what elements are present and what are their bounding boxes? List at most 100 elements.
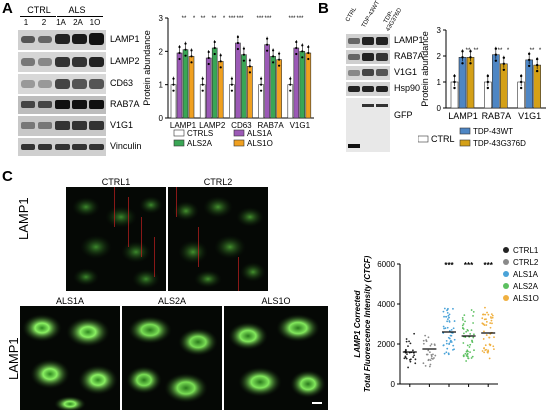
data-point	[484, 306, 486, 309]
data-point	[407, 366, 409, 369]
data-point	[236, 35, 239, 39]
data-point	[471, 355, 474, 358]
data-point	[489, 322, 492, 324]
data-point	[230, 89, 233, 92]
data-point	[236, 47, 239, 51]
blot-label-b-rab7a: RAB7A	[394, 51, 424, 61]
data-point	[446, 347, 449, 350]
y-tick-label: 4000	[377, 300, 395, 309]
significance-label: ***	[236, 16, 244, 22]
data-point	[307, 45, 310, 49]
data-point	[472, 311, 475, 313]
data-point	[409, 358, 412, 361]
scale-bar	[312, 402, 322, 404]
data-point	[453, 348, 455, 351]
blot-label-cd63: CD63	[110, 78, 134, 88]
y-axis-label: Protein abundance	[420, 31, 430, 107]
data-point	[443, 307, 446, 310]
data-point	[502, 62, 506, 65]
data-point	[468, 346, 471, 348]
data-point	[466, 349, 469, 352]
data-point	[470, 329, 473, 332]
data-point	[446, 326, 449, 329]
data-point	[429, 363, 432, 366]
bar	[270, 56, 276, 119]
data-point	[272, 49, 275, 52]
data-point	[295, 52, 298, 56]
bar	[247, 66, 253, 119]
image-title-als1a: ALS1A	[55, 296, 85, 306]
lane-labels-b: CTRL TDP-43WT TDP-43G376D	[345, 0, 415, 34]
x-tick-label: LAMP1	[448, 111, 478, 121]
data-point	[442, 325, 445, 328]
data-point	[519, 86, 523, 90]
y-axis-label: LAMP1 Corrected	[353, 289, 362, 357]
data-point	[461, 324, 464, 327]
x-tick-label: V1G1	[290, 121, 311, 130]
y-tick-label: 6000	[377, 260, 395, 269]
data-point	[412, 356, 415, 358]
data-point	[445, 342, 448, 345]
data-point	[213, 46, 216, 50]
data-point	[442, 344, 445, 347]
data-point	[465, 360, 468, 362]
data-point	[230, 83, 233, 86]
data-point	[535, 63, 539, 67]
data-point	[464, 352, 467, 355]
data-point	[486, 80, 490, 84]
bar	[188, 56, 195, 119]
micrograph-als1a-cells	[22, 314, 118, 410]
data-point	[461, 62, 464, 65]
data-point	[448, 330, 451, 332]
data-point	[453, 338, 456, 341]
significance-label: *	[193, 16, 196, 22]
data-point	[461, 50, 464, 53]
data-point	[248, 65, 251, 68]
data-point	[178, 45, 181, 49]
blot-stack-a	[18, 30, 106, 156]
data-point	[207, 56, 210, 60]
data-point	[484, 344, 487, 347]
micrograph-ctrl2	[168, 187, 268, 291]
data-point	[519, 80, 523, 84]
data-point	[184, 42, 187, 45]
data-point	[278, 58, 281, 61]
blot-label-b-gfp: GFP	[394, 110, 413, 120]
data-point	[447, 314, 450, 317]
data-point	[207, 62, 210, 66]
data-point	[483, 330, 485, 333]
bar	[264, 44, 270, 119]
data-point	[481, 317, 484, 320]
legend-swatch	[459, 127, 471, 135]
x-tick-label: LAMP1	[170, 121, 197, 130]
data-point	[219, 60, 222, 63]
data-point	[446, 311, 449, 314]
data-point	[178, 57, 181, 61]
bar	[205, 57, 212, 119]
legend-label: ALS2A	[187, 139, 213, 148]
y-tick-label: 0	[159, 114, 164, 123]
data-point	[427, 349, 430, 352]
data-point	[471, 340, 473, 343]
data-point	[491, 316, 494, 319]
data-point	[463, 314, 466, 317]
significance-label: **	[530, 48, 535, 54]
data-point	[493, 336, 495, 339]
bar	[176, 52, 183, 119]
image-title-als2a: ALS2A	[157, 296, 187, 306]
y-tick-label: 2	[159, 47, 164, 56]
legend-label: ALS1O	[513, 294, 539, 303]
lane-label-ctrl: CTRL	[345, 6, 359, 24]
data-point	[443, 327, 445, 330]
significance-label: **	[498, 48, 503, 54]
data-point	[488, 336, 491, 339]
micrograph-ctrl1-cells	[72, 187, 163, 289]
data-point	[424, 364, 427, 367]
data-point	[272, 61, 275, 64]
data-point	[453, 80, 456, 84]
data-point	[236, 41, 239, 45]
data-point	[295, 46, 298, 50]
data-point	[493, 348, 495, 351]
data-point	[535, 69, 539, 73]
data-point	[446, 318, 449, 321]
